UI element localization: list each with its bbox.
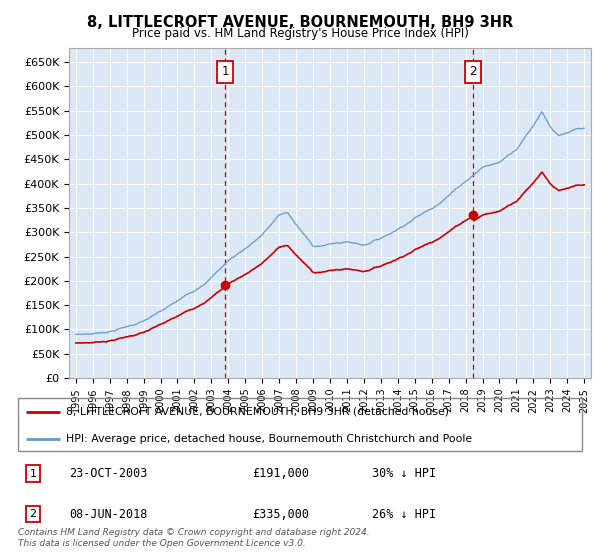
Text: £191,000: £191,000 bbox=[252, 467, 309, 480]
Text: Contains HM Land Registry data © Crown copyright and database right 2024.
This d: Contains HM Land Registry data © Crown c… bbox=[18, 528, 370, 548]
Text: 2: 2 bbox=[29, 509, 37, 519]
Text: 08-JUN-2018: 08-JUN-2018 bbox=[69, 507, 148, 521]
Text: 1: 1 bbox=[29, 469, 37, 479]
Text: 2: 2 bbox=[469, 66, 477, 78]
Text: 8, LITTLECROFT AVENUE, BOURNEMOUTH, BH9 3HR: 8, LITTLECROFT AVENUE, BOURNEMOUTH, BH9 … bbox=[87, 15, 513, 30]
Text: £335,000: £335,000 bbox=[252, 507, 309, 521]
Text: 8, LITTLECROFT AVENUE, BOURNEMOUTH, BH9 3HR (detached house): 8, LITTLECROFT AVENUE, BOURNEMOUTH, BH9 … bbox=[66, 407, 449, 417]
Text: 26% ↓ HPI: 26% ↓ HPI bbox=[372, 507, 436, 521]
Text: 30% ↓ HPI: 30% ↓ HPI bbox=[372, 467, 436, 480]
Text: 1: 1 bbox=[221, 66, 229, 78]
Text: Price paid vs. HM Land Registry's House Price Index (HPI): Price paid vs. HM Land Registry's House … bbox=[131, 27, 469, 40]
Text: 23-OCT-2003: 23-OCT-2003 bbox=[69, 467, 148, 480]
Text: HPI: Average price, detached house, Bournemouth Christchurch and Poole: HPI: Average price, detached house, Bour… bbox=[66, 434, 472, 444]
